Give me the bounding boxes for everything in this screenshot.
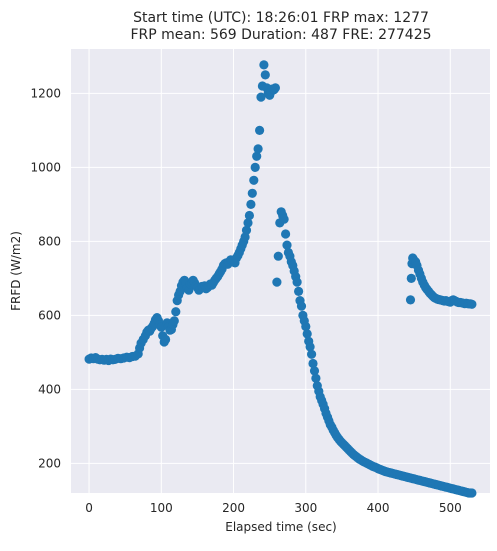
data-point [301, 321, 311, 332]
x-tick-label: 0 [85, 501, 93, 515]
data-point [241, 225, 252, 235]
data-point [161, 334, 171, 345]
data-point [260, 70, 270, 80]
data-point [282, 240, 292, 250]
y-tick-label: 200 [38, 456, 61, 470]
y-tick-label: 600 [38, 308, 61, 322]
x-tick-label: 100 [150, 501, 173, 515]
x-tick-label: 200 [222, 501, 245, 515]
data-point [405, 295, 416, 305]
y-axis-label: FRFD (W/m2) [9, 231, 23, 311]
data-point [281, 229, 291, 239]
data-point [308, 358, 318, 369]
data-point [244, 210, 254, 221]
data-point [256, 92, 266, 102]
data-point [270, 83, 280, 93]
data-point [307, 349, 317, 359]
data-point [253, 144, 263, 154]
data-point [255, 125, 265, 135]
data-point [273, 251, 283, 261]
y-tick-label: 400 [38, 382, 61, 396]
data-point [279, 214, 289, 224]
y-tick-label: 1200 [30, 86, 61, 100]
data-point [259, 60, 269, 70]
x-tick-label: 400 [367, 501, 390, 515]
chart-title-line-2: FRP mean: 569 Duration: 487 FRE: 277425 [130, 27, 431, 43]
data-point [294, 286, 304, 296]
data-point [302, 329, 312, 339]
data-point [243, 218, 253, 228]
y-tick-label: 800 [38, 234, 61, 248]
data-point [246, 199, 256, 209]
data-point [247, 188, 257, 198]
data-point [311, 373, 321, 383]
data-point [467, 299, 477, 309]
data-point [292, 277, 302, 287]
data-point [171, 307, 181, 317]
data-point [305, 342, 315, 352]
data-point [249, 175, 259, 185]
data-point [467, 488, 477, 498]
x-tick-label: 300 [294, 501, 317, 515]
data-point [250, 162, 260, 172]
grid [71, 49, 490, 493]
scatter-points [84, 60, 477, 498]
y-tick-label: 1000 [30, 160, 61, 174]
tick-labels: 0 100 200 300 400 500 200 400 600 800 1000 1200 [30, 86, 461, 515]
data-point [272, 277, 282, 287]
x-axis-label: Elapsed time (sec) [225, 520, 336, 534]
data-point [252, 151, 262, 161]
plot-area [71, 49, 490, 493]
chart-title-line-1: Start time (UTC): 18:26:01 FRP max: 1277 [133, 10, 429, 26]
x-tick-label: 500 [439, 501, 462, 515]
data-point [309, 366, 320, 376]
data-point [296, 301, 307, 311]
data-point [169, 316, 179, 326]
data-point [406, 273, 416, 283]
